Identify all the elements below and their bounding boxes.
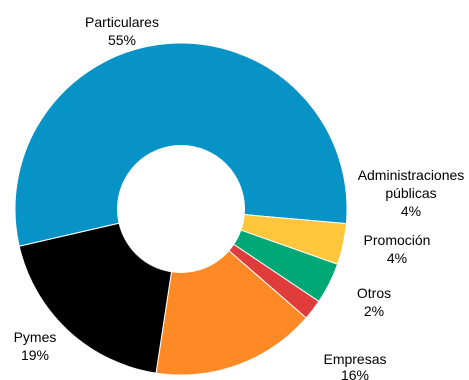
svg-text:4%: 4%	[387, 250, 407, 266]
slice-label-promocion: Promoción 4%	[364, 232, 431, 266]
svg-text:Promoción: Promoción	[364, 232, 431, 248]
svg-text:55%: 55%	[108, 32, 136, 48]
svg-text:Empresas: Empresas	[323, 351, 386, 367]
slice-label-pymes: Pymes 19%	[14, 329, 57, 363]
svg-text:Particulares: Particulares	[85, 14, 159, 30]
slice-label-particulares: Particulares 55%	[85, 14, 159, 48]
svg-text:4%: 4%	[401, 203, 421, 219]
svg-text:19%: 19%	[21, 347, 49, 363]
svg-text:Pymes: Pymes	[14, 329, 57, 345]
svg-text:16%: 16%	[341, 367, 369, 380]
slice-label-empresas: Empresas 16%	[323, 351, 386, 380]
donut-hole	[117, 145, 245, 273]
svg-text:Otros: Otros	[357, 285, 391, 301]
slice-label-otros: Otros 2%	[357, 285, 391, 319]
slice-particulares	[14, 42, 348, 247]
slice-label-administraciones-publicas: Administraciones públicas 4%	[358, 167, 465, 219]
svg-text:públicas: públicas	[385, 185, 436, 201]
svg-text:2%: 2%	[364, 303, 384, 319]
svg-text:Administraciones: Administraciones	[358, 167, 465, 183]
